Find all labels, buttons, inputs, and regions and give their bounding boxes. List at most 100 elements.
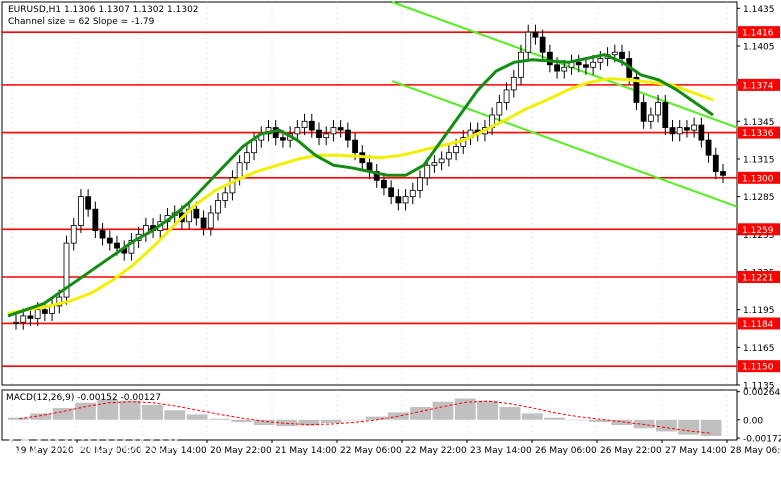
candle-body	[539, 36, 546, 53]
candle-body	[597, 58, 604, 63]
macd-bar	[521, 413, 543, 420]
macd-bar	[30, 413, 52, 420]
level-tag-label: 1.1259	[742, 226, 774, 236]
macd-bar	[566, 419, 588, 421]
level-tag-label: 1.1374	[742, 81, 774, 91]
candle-body	[316, 129, 322, 139]
macd-bar	[343, 419, 364, 421]
candle-body	[453, 146, 459, 154]
macd-bar	[231, 419, 253, 422]
price-tick-label: 1.1345	[743, 118, 775, 128]
macd-bar	[320, 419, 342, 423]
candle-body	[691, 124, 698, 131]
macd-bar	[544, 417, 566, 420]
candle-body	[308, 120, 315, 131]
macd-bar	[142, 404, 163, 420]
macd-bar	[52, 408, 74, 420]
candle-body	[381, 179, 387, 189]
macd-bar	[655, 419, 677, 432]
candle-body	[698, 124, 705, 141]
candle-body	[106, 237, 113, 244]
candle-body	[20, 315, 27, 323]
candle-body	[193, 208, 200, 219]
price-tick-label: 1.1135	[743, 382, 775, 392]
level-tag	[738, 271, 780, 284]
candle-body	[222, 192, 229, 201]
candle-body	[70, 225, 77, 244]
candle-body	[243, 152, 250, 164]
candle-body	[561, 66, 568, 72]
macd-tick-label: 0.00	[743, 416, 763, 426]
candle-body	[251, 139, 257, 154]
candle-body	[518, 51, 524, 78]
candle-body	[99, 230, 106, 239]
candle-body	[330, 127, 337, 135]
candle-body	[34, 309, 41, 319]
candle-body	[27, 315, 34, 319]
candle-body	[409, 189, 416, 198]
price-tick-label: 1.1195	[743, 306, 775, 316]
price-tick-label: 1.1165	[743, 344, 775, 354]
macd-bar	[432, 401, 454, 420]
moving-averages	[7, 53, 714, 318]
candle-body	[337, 127, 344, 131]
price-tick-label: 1.1285	[743, 193, 775, 203]
price-tick-label: 1.1315	[743, 155, 775, 165]
candle-body	[431, 162, 438, 166]
level-tag-label: 1.1150	[742, 363, 774, 373]
candle-body	[525, 31, 532, 53]
candle-body	[720, 171, 726, 176]
candle-body	[200, 217, 207, 229]
ma-slow-line	[7, 77, 714, 315]
candle-body	[655, 102, 661, 116]
macd-bar	[119, 400, 141, 420]
time-tick-label: 20 May 14:00	[145, 446, 207, 456]
level-tag-label: 1.1416	[742, 29, 774, 39]
level-tag-label: 1.1184	[742, 320, 774, 330]
candle-body	[676, 127, 683, 135]
candle-body	[590, 61, 597, 68]
macd-axis: 0.00264 0.00 -0.00172	[737, 388, 781, 445]
candle-body	[684, 127, 690, 131]
time-tick-label: 26 May 22:00	[600, 446, 662, 456]
candle-body	[510, 76, 517, 91]
candle-body	[85, 196, 92, 210]
macd-label: MACD(12,26,9) -0.00152 -0.00127	[6, 393, 162, 403]
candle-body	[633, 76, 640, 103]
macd-bar	[298, 419, 320, 426]
candle-body	[445, 152, 452, 160]
level-tag	[738, 26, 780, 39]
logo-tagline: Instant Forex Trading	[52, 458, 156, 470]
macd-bar	[678, 419, 700, 435]
macd-panel	[8, 398, 722, 436]
candle-body	[92, 208, 99, 231]
level-tag-label: 1.1221	[742, 274, 774, 284]
macd-tick-label: -0.00172	[743, 435, 781, 445]
candle-body	[640, 102, 647, 122]
level-tag-label: 1.1336	[742, 129, 774, 139]
candle-body	[215, 200, 221, 214]
candle-body	[438, 158, 445, 164]
channel-info: Channel size = 62 Slope = -1.79	[8, 17, 155, 27]
candle-body	[236, 162, 243, 179]
macd-bar	[588, 419, 610, 422]
candle-body	[294, 127, 301, 135]
price-tick-label: 1.1435	[743, 5, 775, 15]
candle-body	[229, 177, 236, 194]
price-tick-label: 1.1255	[743, 231, 775, 241]
time-tick-label: 27 May 14:00	[665, 446, 727, 456]
macd-bar	[477, 400, 499, 420]
candle-body	[554, 64, 560, 72]
level-tag	[738, 223, 780, 236]
time-tick-label: 21 May 14:00	[275, 446, 337, 456]
candle-body	[546, 51, 553, 66]
macd-bar	[97, 399, 119, 420]
macd-bar	[611, 419, 633, 426]
macd-bar	[8, 417, 29, 420]
candle-body	[647, 114, 654, 122]
candle-body	[280, 137, 286, 141]
instaforex-logo-icon	[9, 425, 41, 457]
candle-body	[532, 31, 539, 38]
candle-body	[705, 139, 712, 156]
candles	[13, 24, 726, 330]
